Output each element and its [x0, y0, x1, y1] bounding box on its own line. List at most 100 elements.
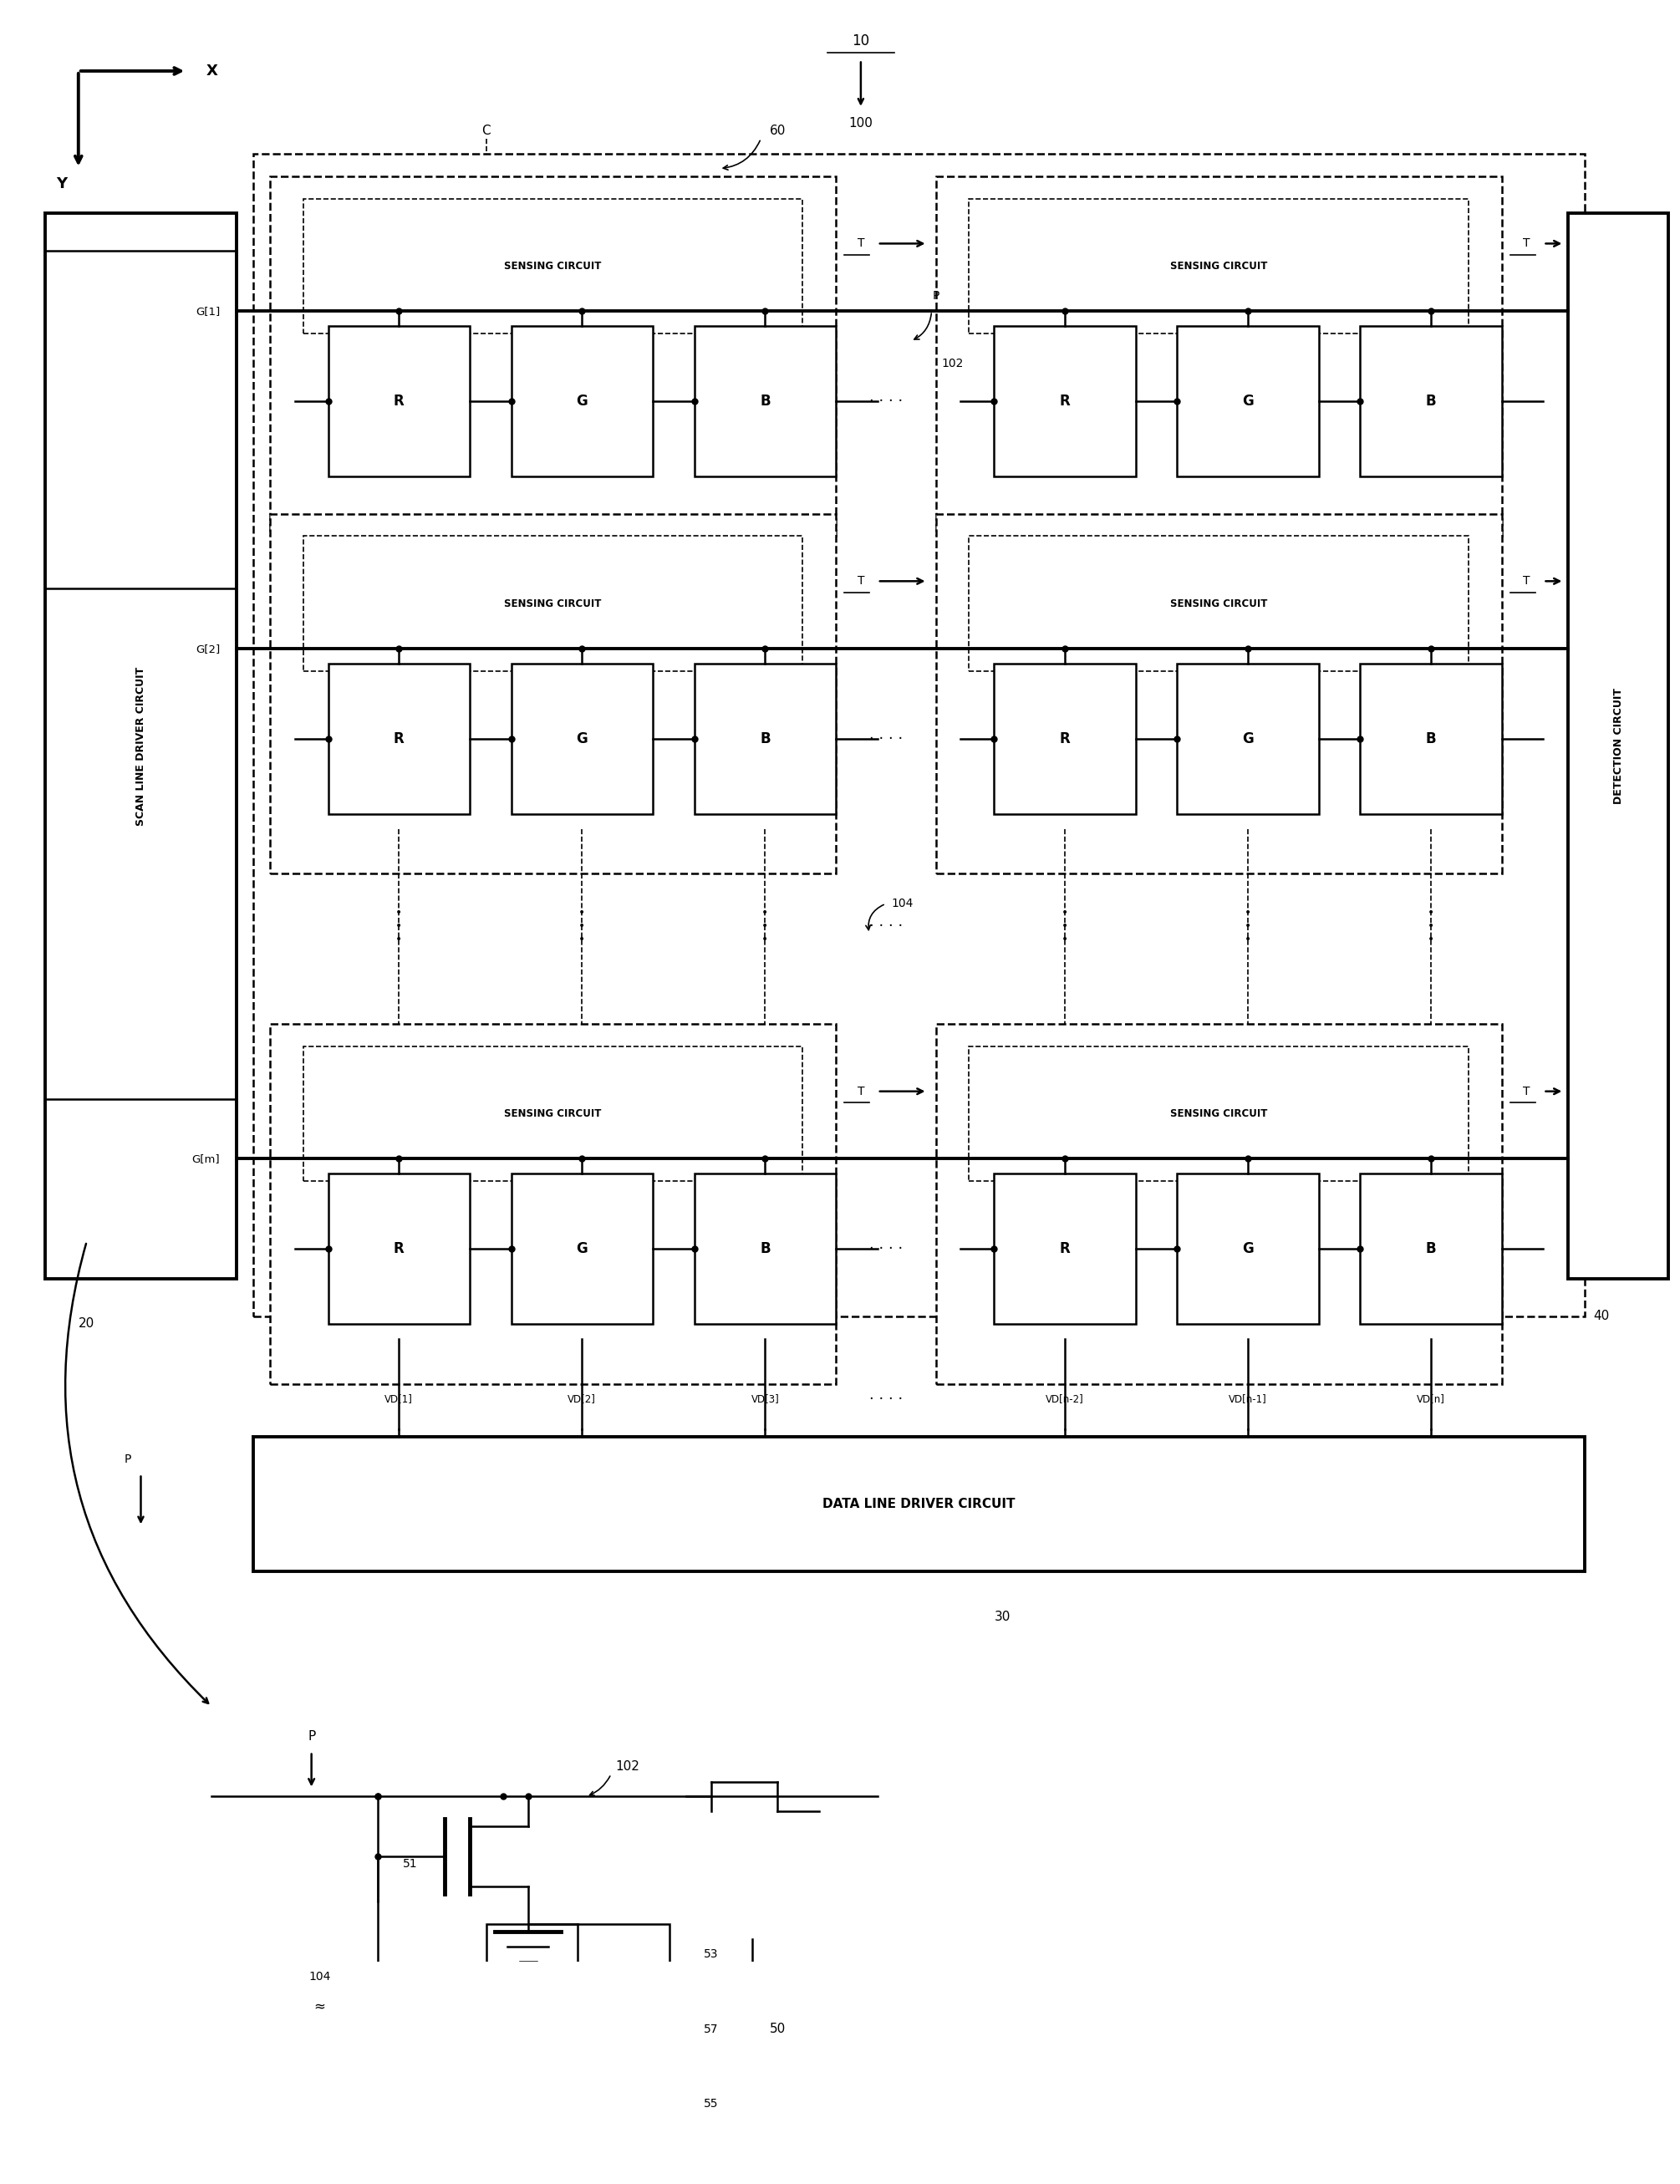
- Bar: [936, 1024, 1502, 1385]
- Text: B: B: [759, 1241, 771, 1256]
- Bar: [511, 1173, 654, 1324]
- Text: · · · ·: · · · ·: [869, 919, 902, 935]
- Text: 57: 57: [704, 2022, 719, 2035]
- Text: 55: 55: [704, 2099, 719, 2110]
- Text: T: T: [857, 574, 865, 587]
- Text: · · · ·: · · · ·: [869, 393, 902, 408]
- Text: DATA LINE DRIVER CIRCUIT: DATA LINE DRIVER CIRCUIT: [823, 1498, 1015, 1511]
- Text: 60: 60: [769, 124, 786, 138]
- Bar: [328, 325, 470, 476]
- Text: SENSING CIRCUIT: SENSING CIRCUIT: [1169, 598, 1267, 609]
- Text: G: G: [1242, 393, 1253, 408]
- Bar: [1178, 325, 1319, 476]
- Bar: [1178, 664, 1319, 815]
- Text: SCAN LINE DRIVER CIRCUIT: SCAN LINE DRIVER CIRCUIT: [136, 666, 146, 826]
- Text: B: B: [1426, 732, 1436, 747]
- Text: VD[n]: VD[n]: [1416, 1393, 1445, 1404]
- Text: T: T: [1524, 1085, 1530, 1096]
- Text: SENSING CIRCUIT: SENSING CIRCUIT: [504, 1109, 601, 1118]
- Text: •
•
•: • • •: [395, 906, 402, 946]
- Bar: [969, 199, 1468, 334]
- Text: B: B: [1426, 393, 1436, 408]
- Text: VD[n-2]: VD[n-2]: [1045, 1393, 1084, 1404]
- Text: G: G: [576, 1241, 588, 1256]
- Text: 100: 100: [848, 118, 874, 129]
- Bar: [995, 1173, 1136, 1324]
- Bar: [270, 177, 837, 535]
- Text: •
•
•: • • •: [1245, 906, 1252, 946]
- Text: P: P: [124, 1452, 131, 1465]
- Text: •
•
•: • • •: [761, 906, 768, 946]
- Text: B: B: [759, 732, 771, 747]
- Text: SENSING CIRCUIT: SENSING CIRCUIT: [1169, 1109, 1267, 1118]
- Bar: [486, 1924, 669, 2134]
- Text: VD[n-1]: VD[n-1]: [1228, 1393, 1267, 1404]
- Bar: [969, 1046, 1468, 1182]
- Text: B: B: [1426, 1241, 1436, 1256]
- Text: 10: 10: [852, 33, 870, 48]
- Text: •
•
•: • • •: [1428, 906, 1435, 946]
- Text: B: B: [759, 393, 771, 408]
- Bar: [254, 153, 1584, 1317]
- Bar: [328, 1173, 470, 1324]
- Text: R: R: [1060, 732, 1070, 747]
- Bar: [254, 1437, 1584, 1572]
- Text: P: P: [307, 1730, 316, 1743]
- Text: · · · ·: · · · ·: [869, 1391, 902, 1406]
- Bar: [511, 664, 654, 815]
- Bar: [995, 325, 1136, 476]
- Text: R: R: [393, 732, 405, 747]
- Text: G[m]: G[m]: [192, 1153, 220, 1164]
- Bar: [1569, 214, 1668, 1280]
- Bar: [936, 513, 1502, 874]
- Text: R: R: [1060, 393, 1070, 408]
- Text: 102: 102: [941, 358, 963, 369]
- Text: C: C: [482, 124, 491, 138]
- Bar: [328, 664, 470, 815]
- Text: VD[3]: VD[3]: [751, 1393, 780, 1404]
- Bar: [1361, 664, 1502, 815]
- Bar: [302, 535, 803, 670]
- Text: 53: 53: [704, 1948, 719, 1959]
- Text: Y: Y: [55, 177, 67, 190]
- Text: 104: 104: [892, 898, 914, 909]
- Bar: [270, 1024, 837, 1385]
- Text: G: G: [576, 393, 588, 408]
- Text: T: T: [1524, 574, 1530, 587]
- Text: 51: 51: [403, 1859, 418, 1870]
- Text: 40: 40: [1594, 1310, 1609, 1324]
- Bar: [1361, 1173, 1502, 1324]
- Text: •
•
•: • • •: [578, 906, 585, 946]
- Bar: [694, 1173, 837, 1324]
- Bar: [1178, 1173, 1319, 1324]
- Bar: [302, 1046, 803, 1182]
- Text: T: T: [1524, 238, 1530, 249]
- Text: G: G: [1242, 1241, 1253, 1256]
- Bar: [302, 199, 803, 334]
- Text: •
•
•: • • •: [1062, 906, 1068, 946]
- Text: 30: 30: [995, 1610, 1010, 1623]
- Text: R: R: [393, 393, 405, 408]
- Text: 104: 104: [309, 1970, 331, 1983]
- Text: G[1]: G[1]: [195, 306, 220, 317]
- Text: G[2]: G[2]: [195, 644, 220, 655]
- Bar: [1361, 325, 1502, 476]
- Text: SENSING CIRCUIT: SENSING CIRCUIT: [1169, 260, 1267, 271]
- Text: VD[2]: VD[2]: [568, 1393, 596, 1404]
- Text: X: X: [205, 63, 217, 79]
- Text: · · · ·: · · · ·: [869, 732, 902, 747]
- Text: DETECTION CIRCUIT: DETECTION CIRCUIT: [1613, 688, 1623, 804]
- Text: SENSING CIRCUIT: SENSING CIRCUIT: [504, 598, 601, 609]
- Text: 102: 102: [615, 1760, 640, 1773]
- Text: 50: 50: [769, 2022, 786, 2035]
- Text: T: T: [857, 1085, 865, 1096]
- Text: · · · ·: · · · ·: [869, 1241, 902, 1256]
- Bar: [45, 214, 237, 1280]
- Bar: [936, 177, 1502, 535]
- Text: ≈: ≈: [314, 1998, 326, 2014]
- Bar: [511, 325, 654, 476]
- Text: G: G: [1242, 732, 1253, 747]
- Bar: [995, 664, 1136, 815]
- Text: SENSING CIRCUIT: SENSING CIRCUIT: [504, 260, 601, 271]
- Bar: [694, 664, 837, 815]
